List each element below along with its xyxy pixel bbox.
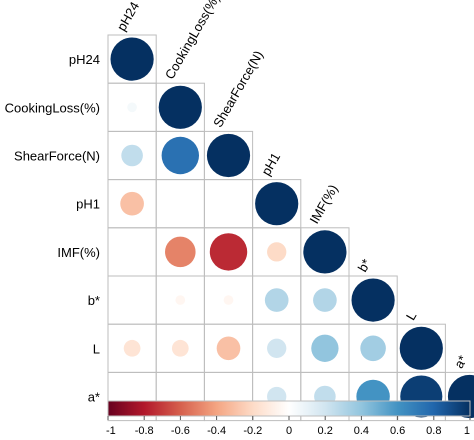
grid-cell: [107, 275, 157, 325]
row-label: ShearForce(N): [14, 149, 100, 164]
correlation-circle-L-L: [399, 326, 443, 370]
column-label: CookingLoss(%): [162, 0, 223, 82]
grid-lines: [107, 34, 474, 422]
row-label: a*: [88, 390, 100, 405]
colorbar-tick-label: -0.6: [171, 425, 190, 437]
correlation-circle-L-ShearForce(N): [216, 336, 241, 361]
correlation-circle-pH1-pH1: [255, 182, 299, 226]
correlation-circle-IMF(%)-pH1: [267, 242, 287, 262]
colorbar-tick-label: 1: [464, 425, 470, 437]
colorbar-tick-label: -1: [106, 425, 116, 437]
column-label: IMF(%): [307, 182, 341, 226]
correlation-circle-ShearForce(N)-pH24: [121, 144, 143, 167]
correlation-circle-b*-CookingLoss(%): [175, 295, 186, 305]
row-label: CookingLoss(%): [5, 100, 100, 115]
correlation-circle-b*-IMF(%): [313, 288, 337, 312]
grid-cell: [107, 227, 157, 277]
grid-cell: [155, 179, 205, 229]
correlation-circles: [110, 37, 474, 419]
correlation-circle-b*-pH1: [264, 288, 289, 312]
colorbar-tick-label: 0.2: [318, 425, 333, 437]
correlation-circle-ShearForce(N)-ShearForce(N): [206, 133, 251, 178]
colorbar-tick-label: -0.8: [135, 425, 154, 437]
colorbar-tick-label: 0.8: [426, 425, 441, 437]
column-label: L: [403, 309, 420, 323]
row-labels: pH24 CookingLoss(%) ShearForce(N) pH1 IMF(%)…: [5, 52, 100, 404]
colorbar: -1 -0.8 -0.6 -0.4 -0.2 0 0.2 0.4 0.6 0.8 1: [106, 400, 471, 437]
correlation-circle-L-CookingLoss(%): [171, 339, 189, 357]
column-label: a*: [451, 353, 470, 371]
colorbar-tick-label: -0.4: [207, 425, 226, 437]
column-label: pH24: [114, 0, 143, 33]
row-label: pH24: [69, 52, 100, 67]
correlation-circle-L-b*: [360, 335, 386, 362]
column-labels: pH24 CookingLoss(%)ShearForce(N) pH1 IMF(%)…: [114, 0, 471, 371]
correlation-circle-ShearForce(N)-CookingLoss(%): [161, 136, 200, 175]
correlation-circle-pH24-pH24: [110, 37, 154, 81]
row-label: IMF(%): [57, 245, 100, 260]
column-label: b*: [355, 256, 374, 274]
column-label: pH1: [258, 150, 283, 178]
correlation-circle-b*-ShearForce(N): [223, 295, 234, 305]
correlation-circle-L-pH24: [123, 339, 141, 357]
correlation-circle-CookingLoss(%)-CookingLoss(%): [158, 85, 202, 129]
correlation-circle-pH1-pH24: [120, 191, 144, 216]
row-label: pH1: [76, 197, 100, 212]
correlation-circle-L-pH1: [267, 338, 287, 358]
column-label: ShearForce(N): [210, 48, 266, 130]
row-label: b*: [88, 293, 100, 308]
colorbar-tick-label: 0.6: [390, 425, 405, 437]
correlation-circle-IMF(%)-IMF(%): [303, 230, 347, 274]
colorbar-tick-label: 0.4: [354, 425, 369, 437]
colorbar-tick-label: 0: [286, 425, 292, 437]
row-label: L: [93, 341, 100, 356]
grid-cell: [203, 179, 254, 229]
colorbar-gradient: [107, 400, 471, 417]
correlation-circle-L-IMF(%): [311, 334, 339, 362]
correlation-circle-IMF(%)-ShearForce(N): [209, 233, 248, 271]
correlation-circle-b*-b*: [351, 278, 395, 322]
correlation-circle-IMF(%)-CookingLoss(%): [165, 236, 196, 268]
correlation-circle-CookingLoss(%)-pH24: [127, 102, 137, 113]
colorbar-tick-label: -0.2: [243, 425, 262, 437]
grid-cell: [444, 371, 474, 422]
